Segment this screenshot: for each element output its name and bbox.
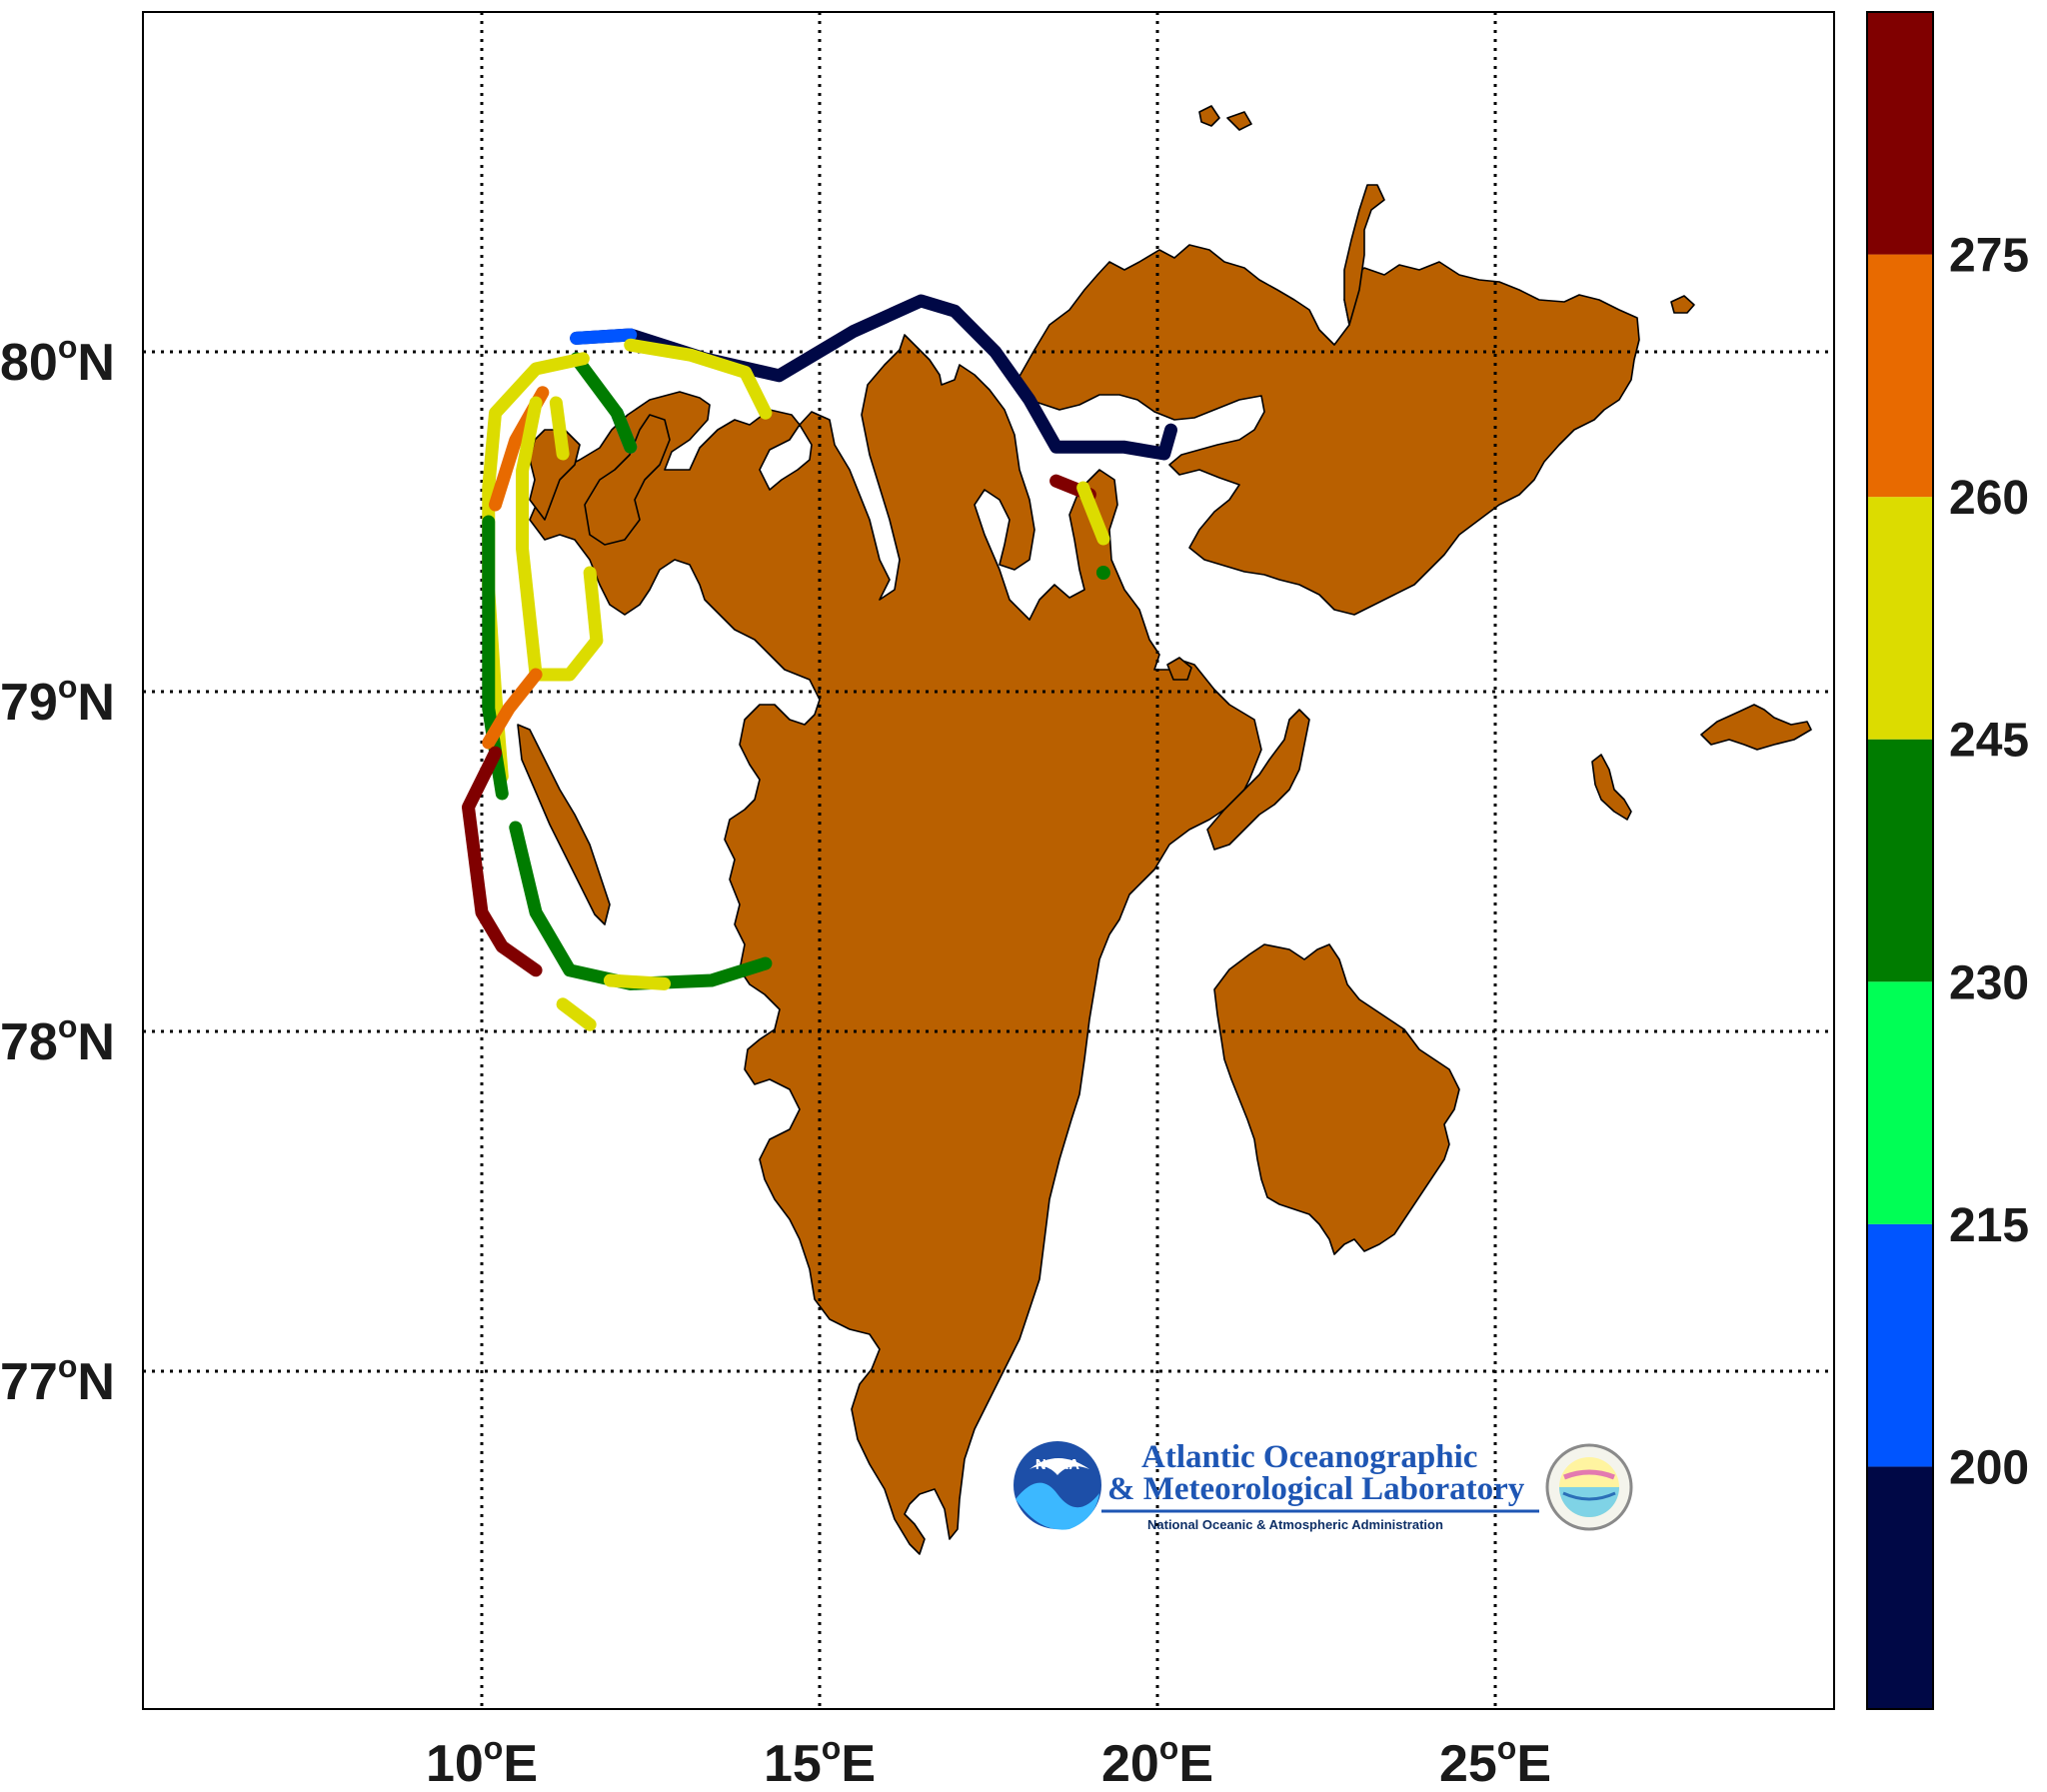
colorbar-band-4 (1867, 497, 1933, 740)
prins-karls-forland (517, 724, 611, 925)
latitude-labels: 80oN 79oN 78oN 77oN (0, 329, 115, 1411)
colorbar-label-200: 200 (1949, 1441, 2029, 1494)
colorbar-label-215: 215 (1949, 1199, 2029, 1252)
track-segment-16 (1076, 481, 1110, 546)
track-segment-14 (556, 997, 597, 1031)
colorbar-band-6 (1867, 12, 1933, 255)
colorbar-band-3 (1867, 739, 1933, 982)
map-panel (142, 11, 1835, 1710)
logo-subtitle: National Oceanic & Atmospheric Administr… (1147, 1517, 1443, 1532)
svenskoya-island (1166, 657, 1192, 681)
track-segment-3 (570, 352, 638, 454)
track-segment-11 (461, 746, 543, 977)
logo-title-line1: Atlantic Oceanographic (1141, 1439, 1477, 1475)
track-segment-5 (482, 352, 590, 784)
noaa-emblem: NOAA (1014, 1441, 1101, 1530)
lon-label-15: 15oE (764, 1730, 876, 1792)
svalbard-land (517, 105, 1812, 1555)
aoml-logo: NOAA Atlantic Oceanographic & Meteorolog… (1014, 1439, 1633, 1532)
colorbar-label-275: 275 (1949, 230, 2029, 283)
graticule (143, 12, 1834, 1709)
albert-i-land (584, 414, 671, 546)
colorbar-frame (1866, 11, 1934, 1710)
colorbar-bands (1867, 12, 1933, 1709)
sjuoyane-islands (1198, 105, 1252, 131)
colorbar-band-5 (1867, 254, 1933, 498)
colorbar-labels: 275 260 245 230 215 200 (1949, 230, 2029, 1495)
longitude-labels: 10oE 15oE 20oE 25oE (426, 1730, 1551, 1792)
colorbar-label-230: 230 (1949, 956, 2029, 1009)
ship-track (461, 294, 1178, 1031)
colorbar-band-0 (1867, 1466, 1933, 1709)
colorbar-band-2 (1867, 981, 1933, 1224)
aoml-seal-icon (1545, 1443, 1633, 1531)
logo-title-line2: & Meteorological Laboratory (1107, 1471, 1525, 1507)
track-segment-1 (570, 328, 638, 345)
colorbar-label-260: 260 (1949, 472, 2029, 525)
noaa-badge-text: NOAA (1035, 1456, 1079, 1473)
nordaustlandet-island (1017, 244, 1640, 616)
lat-label-78: 78oN (0, 1008, 115, 1071)
colorbar-label-245: 245 (1949, 715, 2029, 768)
lon-label-10: 10oE (426, 1730, 538, 1792)
lon-label-25: 25oE (1439, 1730, 1551, 1792)
track-segment-9 (549, 396, 570, 461)
barentsoya-island (1206, 709, 1310, 851)
colorbar: 275 260 245 230 215 200 (1866, 11, 2029, 1710)
kong-karls-land-island (1591, 754, 1632, 821)
colorbar-band-1 (1867, 1223, 1933, 1467)
edgeoya-island (1213, 943, 1460, 1255)
map-frame (142, 11, 1835, 1710)
kvitoya-island (1700, 704, 1812, 751)
storoya-island (1670, 295, 1695, 314)
lat-label-80: 80oN (0, 329, 115, 392)
lon-label-20: 20oE (1101, 1730, 1213, 1792)
lat-label-77: 77oN (0, 1348, 115, 1411)
nordaustlandet-north-cape (1343, 184, 1385, 326)
track-point-17 (1095, 566, 1110, 580)
track-segment-4 (624, 338, 773, 420)
track-segment-12 (509, 821, 773, 990)
track-segment-10 (482, 668, 543, 750)
track-segment-13 (603, 973, 672, 990)
lat-label-79: 79oN (0, 669, 115, 732)
spitsbergen-island (529, 334, 1262, 1555)
